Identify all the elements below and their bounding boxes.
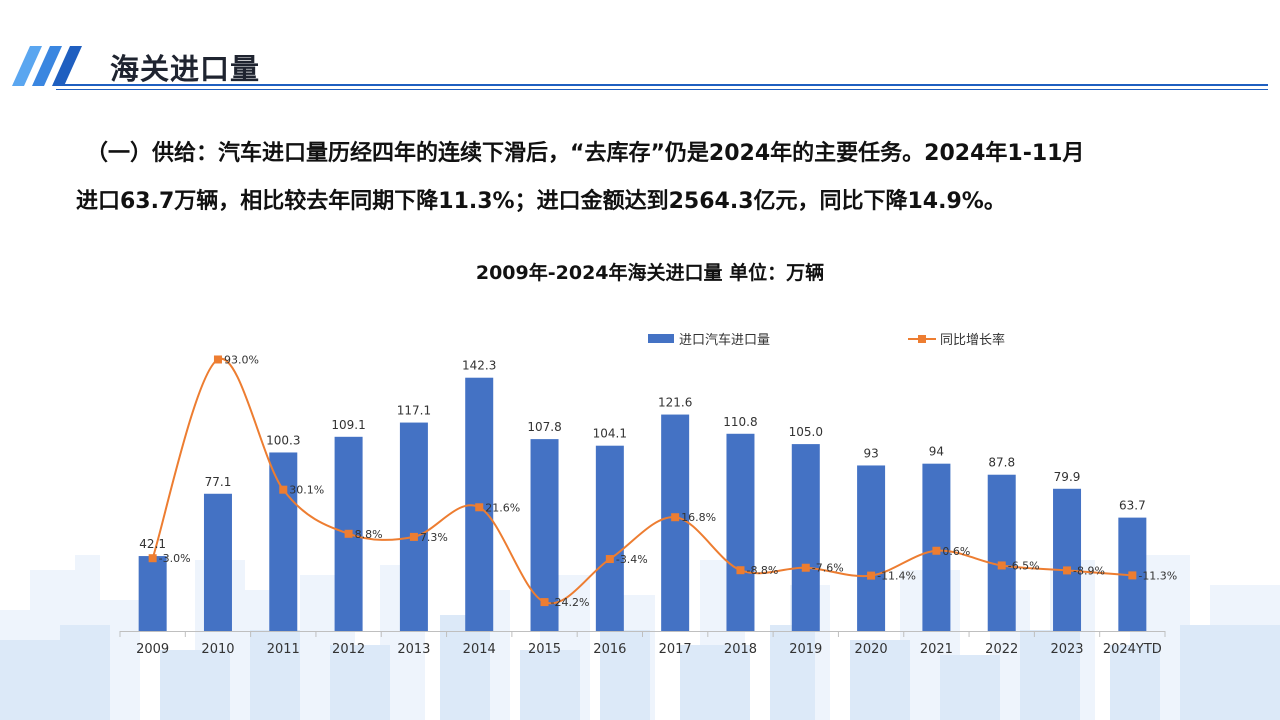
growth-rate-label: -6.5% [1008, 559, 1040, 572]
bar-value-label: 107.8 [527, 420, 561, 434]
header-rule [56, 84, 1268, 86]
growth-marker-2023 [1063, 566, 1072, 575]
growth-rate-label: -8.8% [746, 564, 778, 577]
legend-label-line: 同比增长率 [940, 332, 1005, 348]
growth-rate-label: -11.3% [1138, 569, 1177, 582]
bar-2011 [269, 452, 298, 631]
growth-marker-2024YTD [1128, 571, 1137, 580]
x-tick-label: 2017 [659, 642, 692, 657]
growth-rate-label: -7.6% [812, 562, 844, 575]
bar-2018 [726, 433, 755, 631]
x-tick-label: 2024YTD [1103, 642, 1162, 657]
header-stripes-logo [12, 46, 82, 86]
x-tick-label: 2016 [593, 642, 626, 657]
growth-marker-2016 [605, 555, 614, 564]
x-tick-label: 2012 [332, 642, 365, 657]
growth-rate-label: -11.4% [877, 570, 916, 583]
growth-marker-2009 [148, 554, 157, 563]
x-tick-label: 2014 [463, 642, 496, 657]
bar-value-label: 79.9 [1054, 470, 1081, 484]
description-line-1: （一）供给：汽车进口量历经四年的连续下滑后，“去库存”仍是2024年的主要任务。… [86, 141, 1085, 166]
x-tick-label: 2015 [528, 642, 561, 657]
bar-value-label: 142.3 [462, 359, 496, 373]
x-tick-label: 2019 [789, 642, 822, 657]
x-tick-label: 2010 [201, 642, 234, 657]
chart-title: 2009年-2024年海关进口量 单位：万辆 [475, 262, 825, 284]
bar-value-label: 77.1 [205, 475, 232, 489]
growth-rate-label: 7.3% [420, 531, 448, 544]
bar-2020 [857, 465, 886, 631]
description: （一）供给：汽车进口量历经四年的连续下滑后，“去库存”仍是2024年的主要任务。… [76, 130, 1246, 226]
bar-value-label: 94 [929, 445, 944, 459]
description-line-2: 进口63.7万辆，相比较去年同期下降11.3%；进口金额达到2564.3亿元，同… [76, 189, 1006, 214]
bar-2017 [661, 414, 690, 631]
bar-2010 [203, 493, 232, 631]
x-tick-label: 2023 [1050, 642, 1083, 657]
bar-2016 [595, 445, 624, 631]
growth-marker-2018 [736, 566, 745, 575]
bar-2009 [138, 556, 167, 631]
bar-value-label: 121.6 [658, 396, 692, 410]
growth-marker-2019 [801, 563, 810, 572]
x-tick-label: 2011 [267, 642, 300, 657]
bar-2023 [1053, 488, 1082, 631]
growth-rate-label: 0.6% [942, 545, 970, 558]
bar-value-label: 105.0 [789, 425, 823, 439]
x-tick-label: 2009 [136, 642, 169, 657]
legend-label-bar: 进口汽车进口量 [679, 332, 770, 348]
bar-value-label: 117.1 [397, 404, 431, 418]
bar-value-label: 110.8 [723, 415, 757, 429]
bar-value-label: 100.3 [266, 433, 300, 447]
growth-marker-2015 [540, 598, 549, 607]
growth-marker-2010 [213, 355, 222, 364]
growth-rate-label: -8.9% [1073, 564, 1105, 577]
growth-marker-2020 [867, 571, 876, 580]
growth-rate-label: 21.6% [485, 501, 520, 514]
x-tick-label: 2021 [920, 642, 953, 657]
x-tick-label: 2022 [985, 642, 1018, 657]
bar-2019 [791, 444, 820, 631]
growth-marker-2021 [932, 546, 941, 555]
growth-marker-2017 [671, 513, 680, 522]
page-title: 海关进口量 [110, 52, 261, 86]
growth-rate-label: -3.4% [616, 553, 648, 566]
growth-rate-label: 8.8% [355, 528, 383, 541]
legend-swatch-bar [648, 334, 674, 343]
header-rule-thin [56, 89, 1268, 90]
bar-value-label: 87.8 [988, 456, 1015, 470]
legend-swatch-marker [918, 335, 926, 343]
growth-rate-label: 16.8% [681, 511, 716, 524]
growth-marker-2012 [344, 529, 353, 538]
x-tick-label: 2020 [855, 642, 888, 657]
bar-value-label: 42.1 [139, 537, 166, 551]
bar-value-label: 93 [863, 446, 878, 460]
growth-rate-label: -3.0% [159, 552, 191, 565]
growth-rate-line [151, 357, 1133, 605]
growth-marker-2011 [279, 485, 288, 494]
growth-marker-2013 [409, 532, 418, 541]
x-tick-label: 2013 [397, 642, 430, 657]
bar-value-label: 109.1 [331, 418, 365, 432]
chart-legend: 进口汽车进口量 同比增长率 [648, 332, 1005, 348]
x-tick-label: 2018 [724, 642, 757, 657]
growth-rate-label: 93.0% [224, 353, 259, 366]
bar-2013 [399, 422, 428, 631]
growth-rate-label: 30.1% [289, 484, 324, 497]
growth-marker-2022 [997, 561, 1006, 570]
growth-rate-label: -24.2% [551, 596, 590, 609]
bar-value-label: 63.7 [1119, 499, 1146, 513]
bar-value-label: 104.1 [593, 427, 627, 441]
bar-2022 [987, 474, 1016, 631]
growth-marker-2014 [475, 503, 484, 512]
